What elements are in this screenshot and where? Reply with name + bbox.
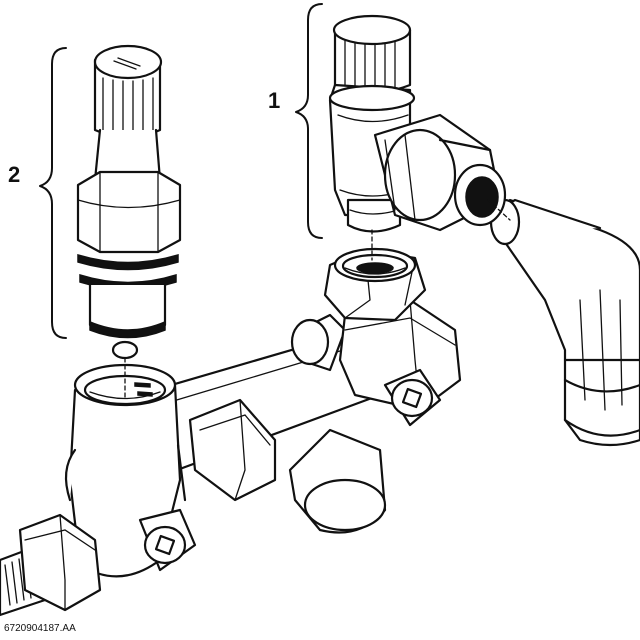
callout-part-1: 1 — [268, 88, 281, 113]
cartridge-part-2 — [76, 44, 182, 360]
threaded-connector — [0, 513, 102, 617]
callout-part-2: 2 — [8, 162, 21, 187]
elbow-fitting — [489, 198, 640, 447]
valve-insert-part-1 — [328, 14, 507, 233]
cross-fitting — [290, 247, 462, 427]
pipe-union-nut — [188, 398, 277, 502]
drop-pipe — [288, 428, 387, 534]
side-plug-left — [138, 508, 197, 572]
reference-code: 6720904187.AA — [4, 623, 76, 634]
assembly-guide-lines — [124, 199, 511, 401]
bracket-part-2 — [39, 47, 67, 339]
bracket-part-1 — [295, 3, 323, 239]
